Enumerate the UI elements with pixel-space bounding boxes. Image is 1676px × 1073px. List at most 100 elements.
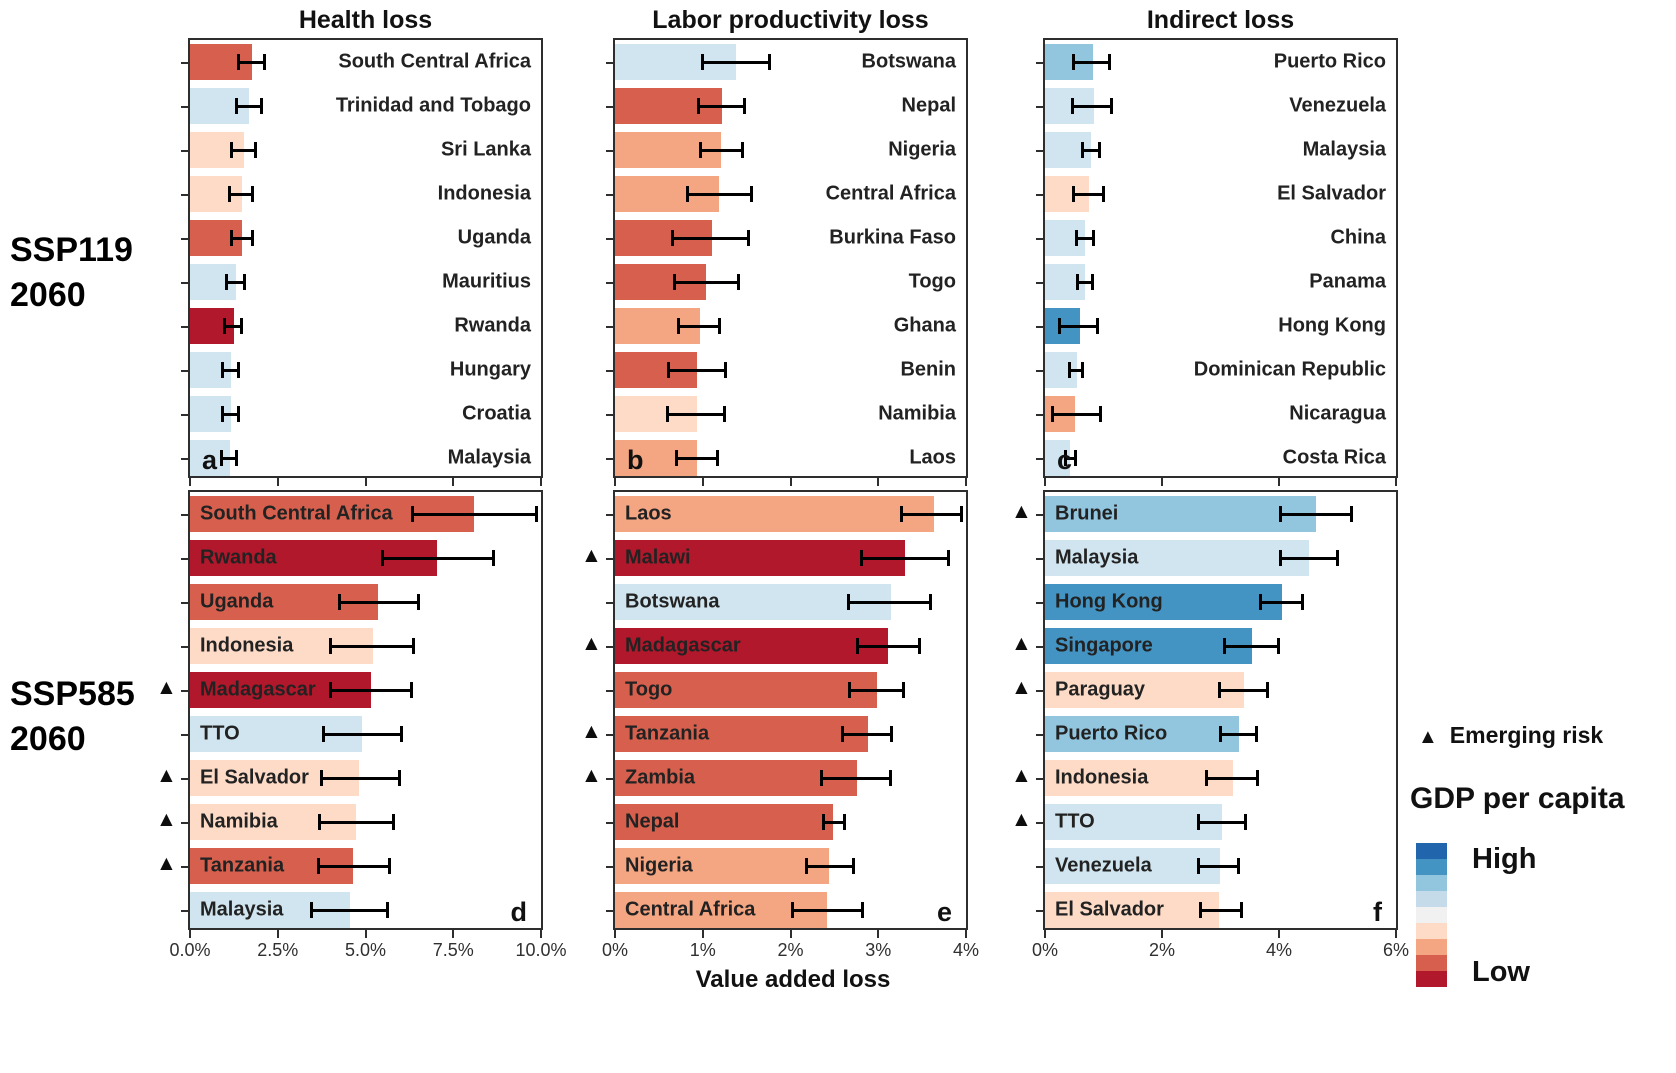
country-label: Togo (908, 270, 956, 293)
emerging-risk-triangle-icon: ▲ (156, 676, 177, 699)
gdp-ramp-swatch (1416, 875, 1447, 891)
error-bar-cap-left (329, 682, 333, 698)
error-bar-line (1072, 61, 1111, 64)
bar-row-china: China (1036, 216, 1396, 260)
y-axis-tick (606, 62, 613, 64)
x-axis-tick (276, 478, 279, 486)
error-bar-line (1067, 369, 1085, 372)
country-label: Ghana (893, 314, 956, 337)
error-bar-cap-right (397, 770, 401, 786)
bar-row-brunei: Brunei (1036, 492, 1396, 536)
error-bar (1205, 770, 1260, 786)
error-bar (804, 858, 855, 874)
error-bar (665, 406, 727, 422)
bar (1045, 540, 1310, 576)
error-bar-cap-left (1080, 142, 1084, 158)
country-label: Madagascar (200, 678, 316, 701)
y-axis-tick (1036, 910, 1043, 912)
gdp-ramp-swatch (1416, 923, 1447, 939)
country-label: Burkina Faso (829, 226, 956, 249)
error-bar (672, 274, 740, 290)
country-label: Tanzania (200, 854, 285, 877)
y-axis-tick (181, 646, 188, 648)
error-bar-cap-left (686, 186, 690, 202)
error-bar-line (1279, 557, 1340, 560)
x-axis-tick (789, 478, 792, 486)
error-bar (310, 902, 390, 918)
error-bar (410, 506, 538, 522)
error-bar (219, 450, 239, 466)
panel-f: Brunei Malaysia Hong Kong Singapore Paraguay… (1032, 490, 1409, 960)
y-axis-tick (606, 822, 613, 824)
error-bar-line (841, 733, 894, 736)
error-bar-line (222, 325, 244, 328)
error-bar-cap-left (859, 550, 863, 566)
error-bar-cap-right (749, 186, 753, 202)
country-label: South Central Africa (338, 50, 531, 73)
error-bar (666, 362, 728, 378)
bar (1045, 672, 1244, 708)
bar-row-malaysia: Malaysia (181, 888, 541, 932)
bar-row-panama: Panama (1036, 260, 1396, 304)
error-bar-cap-left (1217, 682, 1221, 698)
emerging-risk-triangle-icon: ▲ (1011, 500, 1032, 523)
x-axis-tick (965, 930, 967, 938)
error-bar-line (1197, 821, 1248, 824)
error-bar-cap-right (411, 638, 415, 654)
error-bar-cap-left (1058, 318, 1062, 334)
error-bar-line (666, 369, 728, 372)
error-bar-line (1071, 193, 1106, 196)
y-axis-tick (606, 646, 613, 648)
y-axis-tick (181, 558, 188, 560)
bar (1045, 496, 1317, 532)
error-bar-cap-left (1076, 274, 1079, 290)
country-label: Singapore (1055, 634, 1153, 657)
error-bar-cap-right (1277, 638, 1281, 654)
error-bar (380, 550, 495, 566)
error-bar-cap-right (1336, 550, 1340, 566)
error-bar (1058, 318, 1100, 334)
error-bar (859, 550, 951, 566)
bar-row-nigeria: Nigeria (606, 128, 966, 172)
error-bar-cap-right (1256, 770, 1260, 786)
y-axis-tick (1036, 238, 1043, 240)
error-bar-cap-right (718, 318, 722, 334)
error-bar (699, 142, 744, 158)
bar-row-el-salvador: El Salvador (1036, 172, 1396, 216)
x-axis-tick (1044, 478, 1046, 486)
error-bar-line (322, 733, 404, 736)
error-bar-cap-right (386, 902, 390, 918)
error-bar-cap-right (1254, 726, 1258, 742)
y-axis-tick (1036, 866, 1043, 868)
country-label: Laos (909, 446, 956, 469)
error-bar (317, 858, 392, 874)
bar-row-zambia: Zambia (606, 756, 966, 800)
bar-row-laos: Laos (606, 436, 966, 480)
bar (615, 584, 891, 620)
y-axis-tick (181, 106, 188, 108)
x-axis-tick-label: 2.5% (257, 940, 299, 960)
country-label: Indonesia (437, 182, 531, 205)
error-bar (700, 54, 772, 70)
error-bar (337, 594, 420, 610)
bar (615, 672, 878, 708)
error-bar-cap-left (237, 54, 241, 70)
country-label: Togo (625, 678, 673, 701)
error-bar-line (856, 645, 922, 648)
error-bar-line (665, 413, 727, 416)
error-bar (856, 638, 922, 654)
country-label: Hong Kong (1278, 314, 1386, 337)
y-axis-tick (606, 778, 613, 780)
panel-letter-b: b (627, 445, 644, 475)
error-bar-cap-left (1063, 450, 1067, 466)
panel-a: South Central Africa Trinidad and Tobago S… (181, 38, 543, 486)
y-axis-tick (181, 458, 188, 460)
bar-row-venezuela: Venezuela (1036, 844, 1396, 888)
error-bar-cap-right (1244, 814, 1248, 830)
country-label: Malaysia (200, 898, 284, 921)
x-axis-tick (877, 930, 880, 938)
error-bar (674, 450, 720, 466)
bar-row-benin: Benin (606, 348, 966, 392)
bar-row-south-central-africa: South Central Africa (181, 40, 541, 84)
error-bar-line (822, 821, 846, 824)
